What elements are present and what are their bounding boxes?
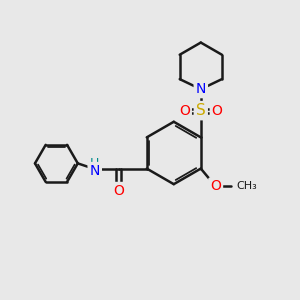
Text: S: S bbox=[196, 103, 206, 118]
Text: N: N bbox=[196, 82, 206, 96]
Text: O: O bbox=[210, 179, 221, 194]
Text: H: H bbox=[90, 157, 99, 170]
Text: O: O bbox=[179, 103, 190, 118]
Text: N: N bbox=[89, 164, 100, 178]
Text: O: O bbox=[113, 184, 124, 198]
Text: CH₃: CH₃ bbox=[236, 182, 257, 191]
Text: O: O bbox=[212, 103, 223, 118]
